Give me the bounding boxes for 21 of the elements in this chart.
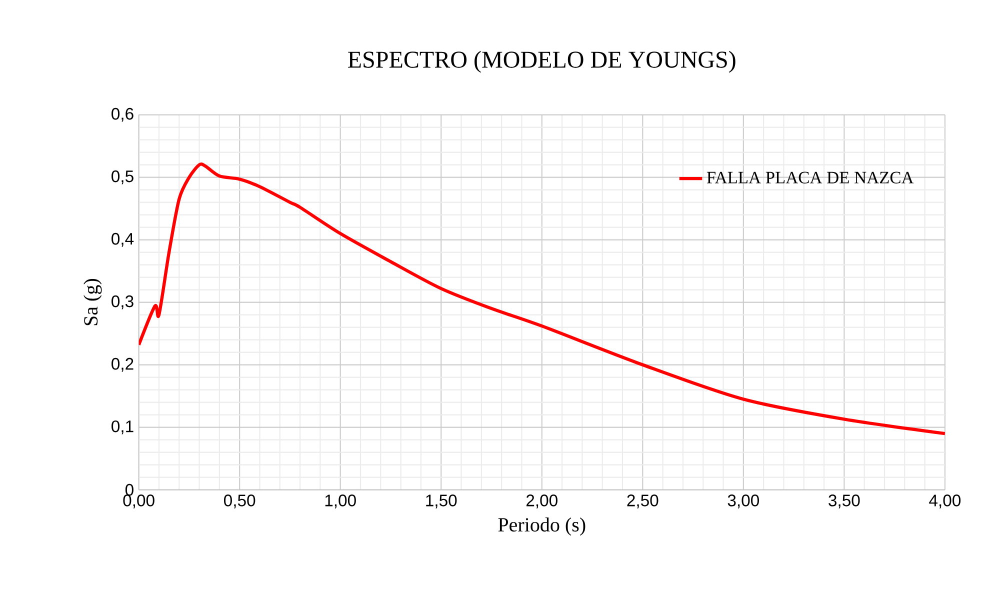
y-tick-label: 0,5 [112, 170, 134, 184]
x-tick-label: 2,00 [526, 494, 558, 508]
x-tick-label: 3,00 [728, 494, 759, 508]
y-tick-label: 0,6 [112, 108, 134, 122]
x-tick-label: 0,00 [123, 494, 154, 508]
legend-label: FALLA PLACA DE NAZCA [706, 172, 914, 184]
x-tick-label: 3,50 [828, 494, 860, 508]
x-tick-label: 1,00 [325, 494, 356, 508]
y-tick-label: 0,3 [112, 295, 134, 310]
x-tick-label: 1,50 [426, 494, 457, 508]
x-tick-label: 4,00 [929, 494, 961, 508]
x-tick-label: 0,50 [224, 494, 256, 508]
x-tick-label: 2,50 [627, 494, 658, 508]
y-axis-title: Sa (g) [84, 279, 102, 326]
y-tick-label: 0 [125, 484, 134, 496]
y-tick-label: 0,1 [112, 420, 134, 434]
y-tick-label: 0,2 [112, 358, 134, 372]
line-series [138, 163, 945, 436]
chart-title: ESPECTRO (MODELO DE YOUNGS) [348, 50, 736, 73]
y-tick-label: 0,4 [112, 232, 134, 247]
x-axis-title: Periodo (s) [498, 518, 586, 536]
